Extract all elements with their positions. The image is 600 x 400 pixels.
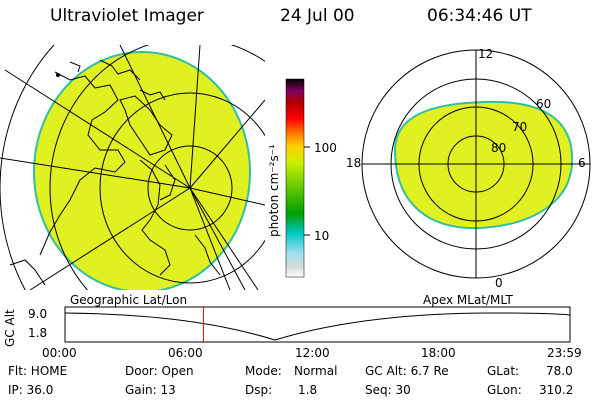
timeline-xtick-0000: 00:00 (42, 346, 77, 360)
timeline-ytick-9: 9.0 (28, 307, 48, 321)
geographic-map (0, 45, 265, 290)
info-glat-value: 78.0 (546, 364, 573, 378)
timeline-xtick-1800: 18:00 (421, 346, 456, 360)
info-glon-label: GLon: (487, 383, 522, 397)
aurora-emission-region (33, 51, 251, 290)
aurora-oval-region (393, 100, 574, 230)
info-gain: Gain: 13 (125, 383, 176, 397)
info-door: Door: Open (125, 364, 194, 378)
image-date: 24 Jul 00 (280, 6, 355, 26)
info-gc-alt: GC Alt: 6.7 Re (365, 364, 449, 378)
polar-plot (361, 49, 591, 279)
color-scale-bar (285, 78, 310, 278)
mlat-label-60: 60 (536, 97, 552, 111)
colorbar-tick-100: 100 (314, 141, 337, 155)
info-glat-label: GLat: (487, 364, 520, 378)
info-seq: Seq: 30 (365, 383, 411, 397)
geo-caption: Geographic Lat/Lon (70, 293, 188, 307)
mlt-label-6: 6 (578, 156, 586, 170)
info-mode-value: Normal (294, 364, 338, 378)
image-time: 06:34:46 UT (427, 6, 532, 26)
timeline-xtick-0600: 06:00 (168, 346, 203, 360)
info-mode-label: Mode: (245, 364, 282, 378)
app-title: Ultraviolet Imager (50, 6, 204, 26)
info-dsp-value: 1.8 (298, 383, 318, 397)
info-dsp-label: Dsp: (245, 383, 273, 397)
mlt-label-18: 18 (346, 156, 362, 170)
timeline-ytick-1.8: 1.8 (28, 326, 48, 340)
colorbar-unit-label: photon cm⁻²s⁻¹ (267, 144, 281, 237)
info-glon-value: 310.2 (539, 383, 574, 397)
timeline-xtick-2359: 23:59 (547, 346, 582, 360)
mlat-label-70: 70 (512, 120, 528, 134)
mlt-label-12: 12 (478, 47, 494, 61)
timeline-xtick-1200: 12:00 (295, 346, 330, 360)
polar-caption: Apex MLat/MLT (423, 293, 513, 307)
info-ip: IP: 36.0 (8, 383, 54, 397)
mlt-label-0: 0 (495, 276, 503, 290)
mlat-label-80: 80 (491, 141, 507, 155)
info-flight: Flt: HOME (8, 364, 68, 378)
colorbar-tick-10: 10 (314, 229, 330, 243)
altitude-timeline (64, 306, 571, 343)
timeline-ylabel: GC Alt (3, 309, 17, 347)
